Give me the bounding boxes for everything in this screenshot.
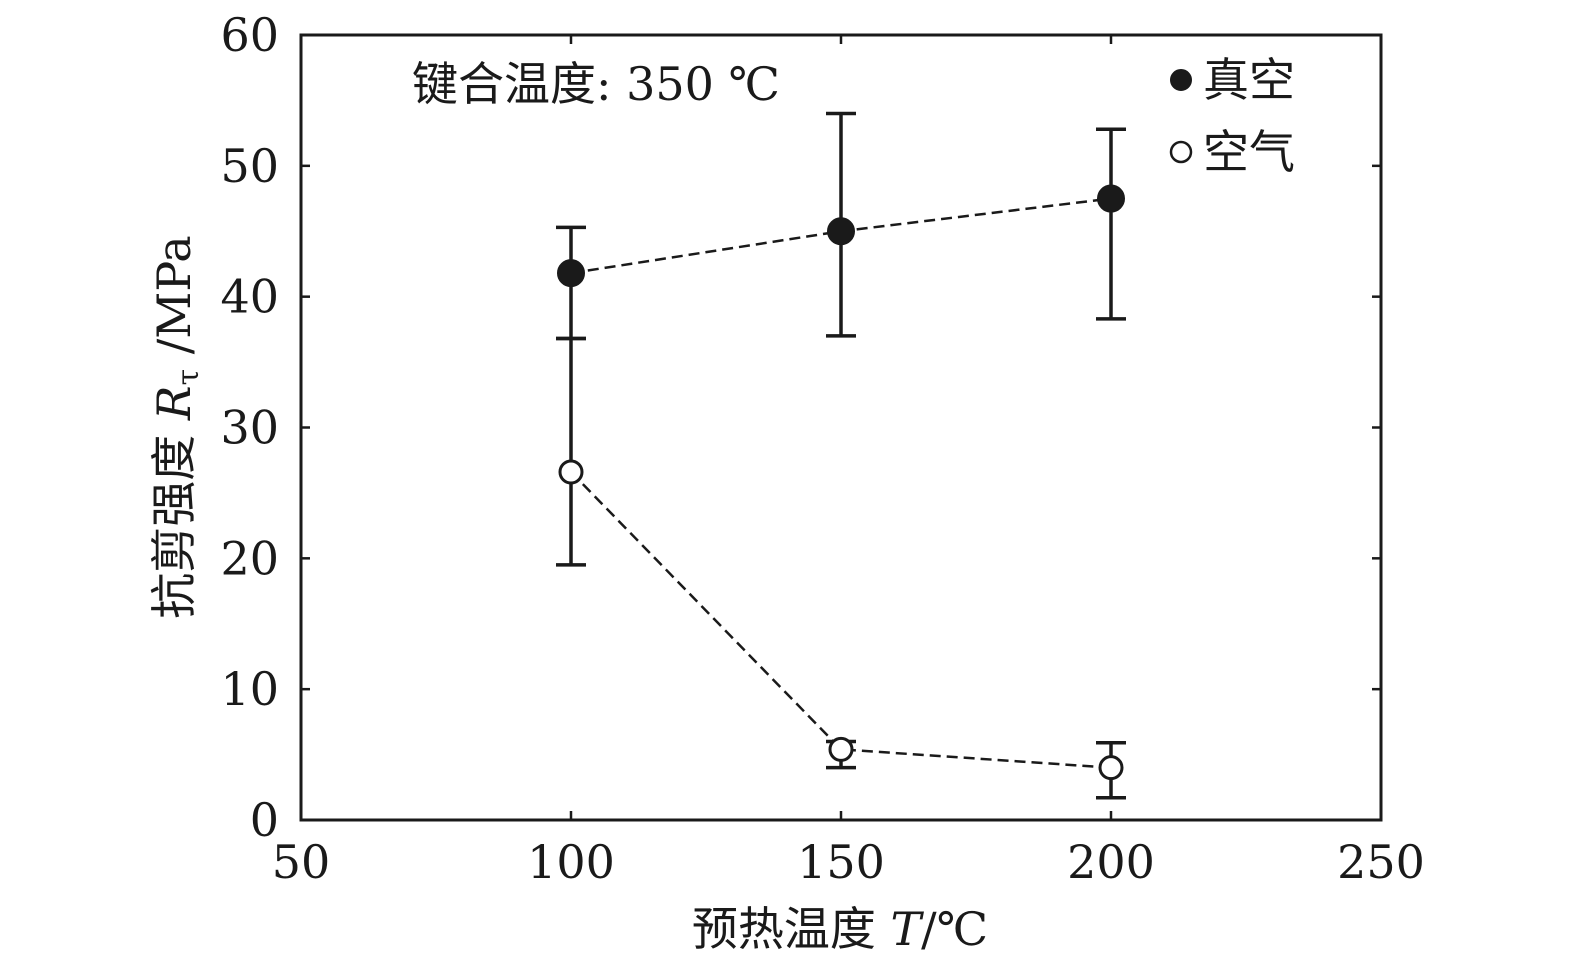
x-axis-label: 预热温度 T/℃: [692, 902, 988, 956]
y-tick-label-4: 40: [220, 270, 279, 324]
legend-marker-air: [1169, 140, 1193, 164]
point-0-1: [827, 217, 855, 246]
y-axis-label: 抗剪强度 Rτ /MPa: [147, 235, 206, 618]
tick-labels: 50 100 150 200 250 0 10 20 30 40 50 60: [220, 8, 1424, 889]
y-tick-label-6: 60: [220, 8, 279, 62]
legend: 真空 空气: [1169, 53, 1295, 179]
x-tick-label-1: 100: [527, 835, 615, 889]
series-line-1: [570, 471, 1112, 769]
annotation: 键合温度: 350 ℃: [412, 57, 780, 111]
x-tick-label-2: 150: [797, 835, 885, 889]
x-axis-label-prefix: 预热温度: [692, 902, 891, 956]
legend-label-vacuum: 真空: [1203, 53, 1295, 107]
y-tick-label-2: 20: [220, 531, 279, 585]
y-tick-label-3: 30: [220, 401, 279, 455]
x-tick-label-0: 50: [272, 835, 331, 889]
legend-marker-vacuum: [1170, 69, 1192, 91]
y-axis-label-prefix: 抗剪强度: [147, 420, 201, 619]
y-axis-label-var: R: [147, 385, 201, 421]
point-0-0: [557, 259, 585, 288]
y-tick-label-0: 0: [250, 793, 279, 847]
y-axis-label-sub: τ: [171, 369, 206, 386]
x-tick-label-3: 200: [1067, 835, 1155, 889]
x-axis-label-var: T: [890, 902, 924, 956]
series-layer: [556, 111, 1126, 800]
x-tick-label-4: 250: [1337, 835, 1425, 889]
y-axis-label-unit: /MPa: [147, 235, 201, 369]
legend-label-air: 空气: [1203, 125, 1295, 179]
x-axis-label-unit: /℃: [921, 902, 988, 956]
axis-ticks: [299, 33, 1383, 822]
y-tick-label-1: 10: [220, 662, 279, 716]
point-1-2: [1098, 755, 1124, 781]
point-1-0: [558, 459, 584, 485]
point-0-2: [1097, 184, 1125, 213]
y-tick-label-5: 50: [220, 139, 279, 193]
point-1-1: [828, 736, 854, 762]
